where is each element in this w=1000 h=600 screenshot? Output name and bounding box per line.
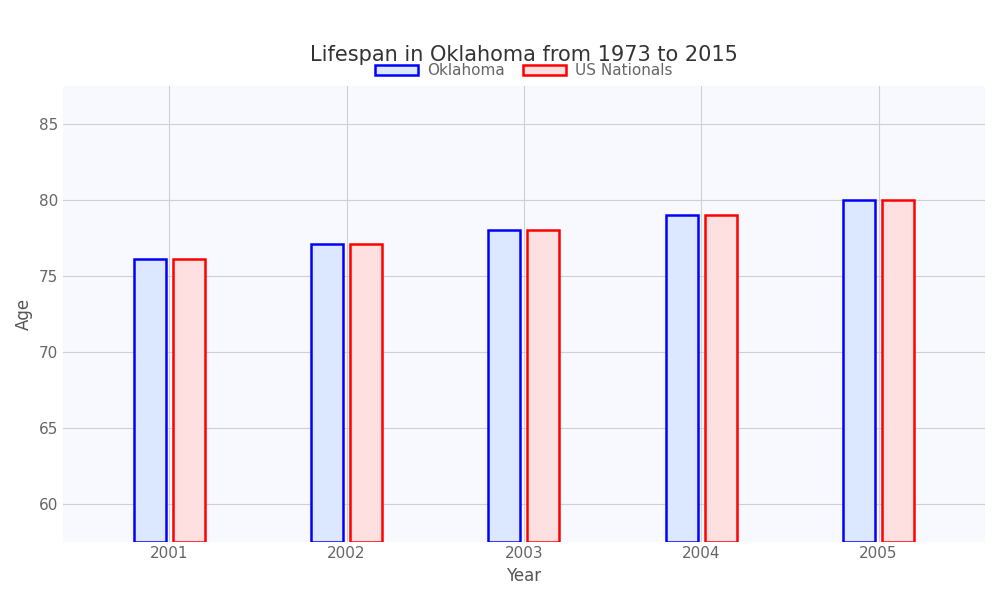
Bar — [488, 230, 520, 542]
Bar — [527, 230, 559, 542]
Y-axis label: Age: Age — [15, 298, 33, 330]
Bar — [350, 244, 382, 542]
Title: Lifespan in Oklahoma from 1973 to 2015: Lifespan in Oklahoma from 1973 to 2015 — [310, 45, 738, 65]
Bar — [311, 244, 343, 542]
Bar — [666, 215, 698, 542]
X-axis label: Year: Year — [506, 567, 541, 585]
Bar — [882, 200, 914, 542]
Bar — [173, 259, 205, 542]
Bar — [843, 200, 875, 542]
Bar — [134, 259, 166, 542]
Legend: Oklahoma, US Nationals: Oklahoma, US Nationals — [369, 57, 679, 85]
Bar — [705, 215, 737, 542]
